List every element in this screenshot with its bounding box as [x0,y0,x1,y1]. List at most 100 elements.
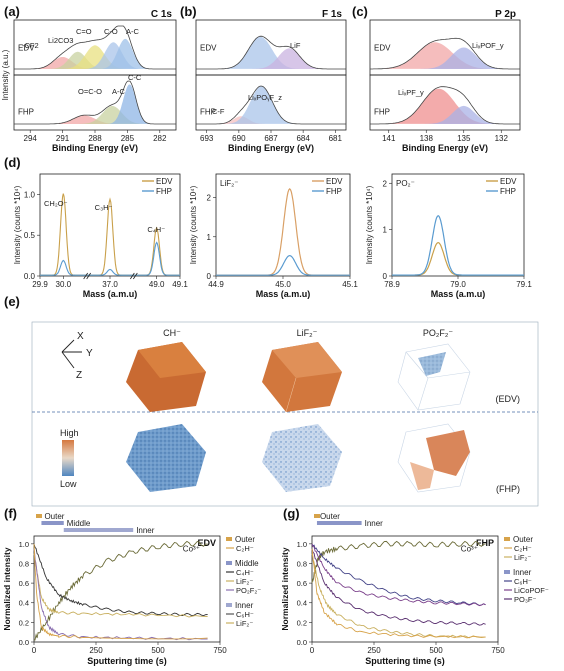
tof-legend-label: FHP [156,187,172,196]
legend-item-label: PO₃F⁻ [514,595,536,604]
xps-fit-peak [424,105,504,124]
sputter-co3-annotation: Co³⁺ [461,545,478,554]
legend-group-label: Inner [235,601,254,610]
tof-x-axis-label: Mass (a.m.u) [256,289,311,299]
sputter-frame [33,535,221,643]
xps-subplot-frame [369,74,521,131]
tof-y-tick-label: 2 [383,179,388,188]
tof-x-tick-label: 30.0 [56,280,72,289]
xps-x-tick-label: 684 [296,134,310,143]
tof-peak-annotation: C₃H⁻ [95,203,113,212]
depth-bar [36,514,42,518]
xps-x-tick-label: 291 [56,134,70,143]
tof-series-line [133,241,180,276]
colorbar [62,440,74,476]
sputter-y-axis-label: Normalized intensity [280,547,290,630]
tof-y-tick-label: 1.0 [24,190,36,199]
xps-peak-annotation: LiₓPOᵧF_z [248,93,282,102]
panel-label-d: (d) [4,155,21,170]
tof-y-tick-label: 0 [207,272,212,281]
sputter-y-tick-label: 0.0 [19,638,29,647]
tof-series-line [133,226,180,276]
tof-x-axis-label: Mass (a.m.u) [83,289,138,299]
tof-peak-annotation: C₄H⁻ [147,225,165,234]
axis-break-mark [130,272,135,280]
tof-fragment-label: LiF₂⁻ [220,179,238,188]
tof-y-axis-label: Intensity (counts *10⁴) [365,185,374,264]
colorbar-low-label: Low [60,479,77,489]
axis-z-label: Z [76,370,82,381]
tof-x-axis-label: Mass (a.m.u) [431,289,486,299]
xps-peak-annotation: A-C [112,87,126,96]
tof-y-tick-label: 1 [207,233,212,242]
legend-item-label: C₄H⁻ [236,568,254,577]
xps-peak-annotation: LiₓPF_y [398,88,424,97]
xps-title: F 1s [322,9,342,20]
xps-x-tick-label: 288 [88,134,102,143]
panel-label-a: (a) [4,4,20,19]
sputter-y-tick-label: 0.8 [297,559,307,568]
sputter-series-line [311,553,486,639]
tof-x-tick-label: 45.0 [275,280,291,289]
sputter-y-tick-label: 0.8 [19,559,29,568]
sputter-x-tick-label: 0 [32,646,37,655]
cube-fhp-lif2 [262,424,342,492]
tof-x-tick-label: 78.9 [384,280,400,289]
xps-fit-peak [381,88,496,124]
xps-envelope [14,25,176,70]
cube-edv-ch [126,342,206,412]
xps-x-tick-label: 687 [264,134,278,143]
panel-label-b: (b) [180,4,197,19]
tof-y-axis-label: Intensity (counts *10⁴) [189,185,198,264]
xps-envelope [14,80,176,125]
xps-fit-peak [223,86,299,124]
tof-x-tick-label: 79.0 [450,280,466,289]
panel-label-f: (f) [4,506,17,521]
sputter-series-line [33,553,208,618]
depth-bar-label: Outer [320,512,340,521]
xps-peak-annotation: C=O [76,27,92,36]
legend-item-label: C₆H⁻ [236,610,254,619]
xps-y-axis-label: Intensity (a.u.) [1,49,10,100]
legend-group-swatch [226,603,232,607]
legend-group-swatch [504,537,510,541]
xps-sample-label: FHP [18,108,34,117]
xps-x-tick-label: 138 [420,134,434,143]
sputter-x-axis-label: Sputtering time (s) [365,656,445,666]
tof-x-tick-label: 29.9 [32,280,48,289]
sputter-series-line [33,543,208,617]
xps-fit-peak [219,36,302,69]
xps-envelope [196,35,346,70]
tof-panel-lif2: 0 1 2 Intensity (counts *10⁴) Mass (a.m.u) ED… [189,173,358,299]
legend-group-label: Outer [235,535,255,544]
tof-legend-label: FHP [326,187,342,196]
xps-x-tick-label: 285 [121,134,135,143]
depth-bar [316,521,362,525]
xps-fit-peak [106,84,153,124]
depth-bar [41,521,64,525]
xps-peak-annotation: C-C [128,73,142,82]
tof-y-tick-label: 0.0 [24,272,36,281]
legend-item-label: LiF₂⁻ [236,619,253,628]
xps-peak-annotation: C-F [212,107,225,116]
legend-item-label: C₂H⁻ [514,544,532,553]
sputter-panel-fhp: 0 250 500 750 0.0 0.2 0.4 0.6 0.8 1.0 Sputtering t… [280,512,549,666]
cube-fhp-ch [126,424,206,492]
row-label-edv: (EDV) [496,394,521,404]
depth-bar [63,528,134,532]
sputter-series-line [311,548,486,639]
tof-y-axis-label: Intensity (counts *10⁴) [13,185,22,264]
legend-item-label: LiCoPOF⁻ [514,586,549,595]
tof-x-tick-label: 37.0 [102,280,118,289]
sputter-x-tick-label: 250 [367,646,381,655]
legend-group-label: Outer [513,535,533,544]
xps-envelope [196,85,346,125]
xps-title: C 1s [151,9,173,20]
xps-title: P 2p [495,9,516,20]
legend-item-label: C₂H⁻ [236,544,254,553]
sputter-title: FHP [476,538,494,548]
sputter-y-tick-label: 0.6 [297,579,307,588]
xps-fit-peak [420,47,508,69]
tof-series-line [86,268,134,276]
panel-3d-maps: X Y Z CH⁻ LiF₂⁻ PO₂F₂⁻ (EDV) (FHP) [31,321,539,507]
